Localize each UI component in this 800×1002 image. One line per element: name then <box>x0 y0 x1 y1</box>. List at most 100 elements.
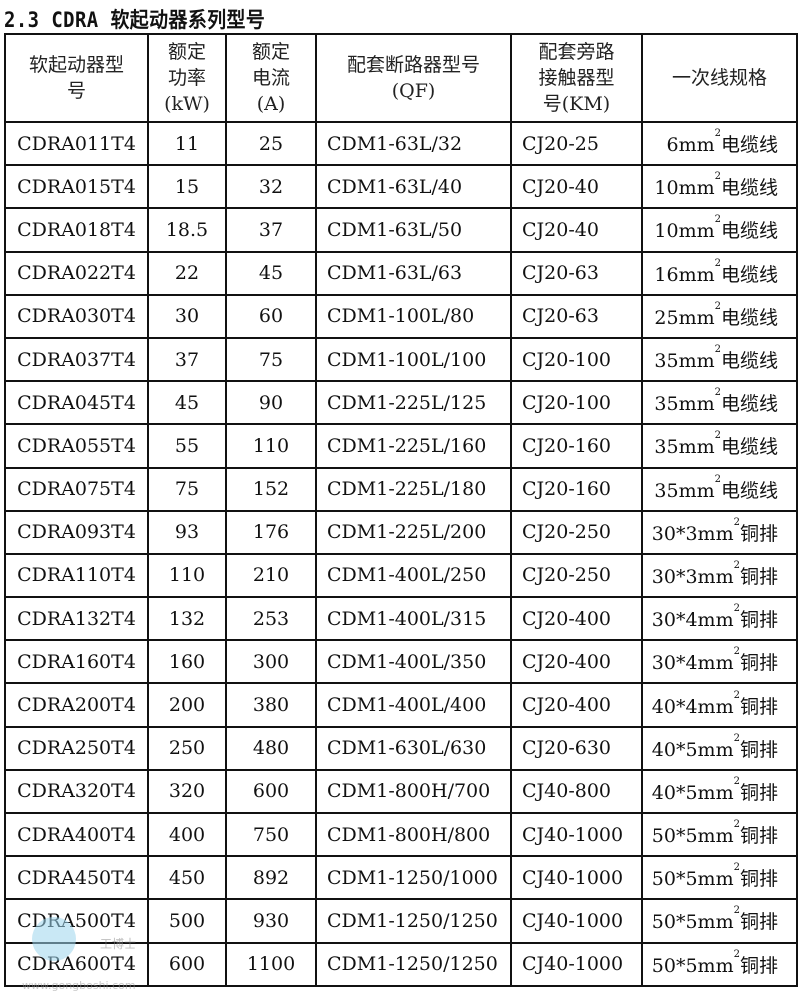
cable-size: 30*4mm <box>651 652 734 675</box>
header-text: 功率 <box>167 67 206 89</box>
header-text: (QF) <box>391 80 436 102</box>
power-cell: 600 <box>147 941 227 987</box>
model-cell: CDRA600T4 <box>4 941 149 987</box>
power-cell: 15 <box>147 164 227 210</box>
cable-unit-exponent: 2 <box>733 516 740 528</box>
cable-size: 35mm <box>654 479 715 502</box>
cable-size: 6mm <box>666 134 715 157</box>
cable-cell: 35mm2电缆线 <box>641 423 798 469</box>
cable-kind: 铜排 <box>739 738 778 761</box>
breaker-cell: CDM1-63L/50 <box>315 207 512 253</box>
cable-size: 30*4mm <box>651 609 734 632</box>
cable-size: 35mm <box>654 436 715 459</box>
contactor-cell: CJ40-1000 <box>510 855 643 901</box>
header-text: 额定 <box>167 41 206 63</box>
cable-kind: 电缆线 <box>720 134 778 157</box>
power-cell: 22 <box>147 250 227 296</box>
table-row: CDRA022T4 22 45 CDM1-63L/63 CJ20-63 16mm2电缆线 <box>4 250 798 296</box>
model-cell: CDRA075T4 <box>4 466 149 512</box>
breaker-cell: CDM1-63L/40 <box>315 164 512 210</box>
cable-unit-exponent: 2 <box>714 300 721 312</box>
cable-unit-exponent: 2 <box>733 905 740 917</box>
cable-cell: 35mm2电缆线 <box>641 380 798 426</box>
header-text: 号 <box>66 80 86 102</box>
cable-kind: 电缆线 <box>720 350 778 373</box>
table-row: CDRA200T4 200 380 CDM1-400L/400 CJ20-400 40*4… <box>4 682 798 728</box>
cable-kind: 铜排 <box>739 911 778 934</box>
section-title: 2.3 CDRA 软起动器系列型号 <box>4 8 266 32</box>
current-cell: 45 <box>225 250 317 296</box>
breaker-cell: CDM1-800H/800 <box>315 811 512 858</box>
power-cell: 450 <box>147 855 227 901</box>
model-cell: CDRA110T4 <box>4 552 149 599</box>
current-cell: 480 <box>225 725 317 771</box>
cable-kind: 铜排 <box>739 954 778 977</box>
table-row: CDRA030T4 30 60 CDM1-100L/80 CJ20-63 25mm2电缆线 <box>4 293 798 339</box>
table-row: CDRA011T4 11 25 CDM1-63L/32 CJ20-25 6mm2电缆线 <box>4 120 798 167</box>
breaker-cell: CDM1-400L/250 <box>315 552 512 599</box>
cable-kind: 电缆线 <box>720 436 778 459</box>
cable-unit-exponent: 2 <box>733 646 740 658</box>
power-cell: 500 <box>147 898 227 944</box>
cable-cell: 35mm2电缆线 <box>641 466 798 512</box>
contactor-cell: CJ20-400 <box>510 596 643 642</box>
model-cell: CDRA093T4 <box>4 509 149 555</box>
cable-kind: 电缆线 <box>720 177 778 200</box>
table-row: CDRA055T4 55 110 CDM1-225L/160 CJ20-160 35mm2… <box>4 423 798 469</box>
cable-cell: 10mm2电缆线 <box>641 207 798 253</box>
cable-kind: 铜排 <box>739 695 778 718</box>
cable-kind: 电缆线 <box>720 306 778 329</box>
breaker-cell: CDM1-225L/125 <box>315 380 512 426</box>
contactor-cell: CJ20-63 <box>510 250 643 296</box>
contactor-cell: CJ20-160 <box>510 466 643 512</box>
contactor-cell: CJ20-160 <box>510 423 643 469</box>
current-cell: 75 <box>225 336 317 383</box>
cable-size: 35mm <box>654 393 715 416</box>
current-cell: 930 <box>225 898 317 944</box>
model-cell: CDRA011T4 <box>4 120 149 167</box>
power-cell: 11 <box>147 120 227 167</box>
cable-kind: 铜排 <box>739 781 778 804</box>
model-table: 软起动器型号额定 功率 (kW) 额定 电流 (A) 配套断路器型号 (QF) 配套旁路 接触器型… <box>4 33 798 987</box>
cable-kind: 电缆线 <box>720 479 778 502</box>
cable-unit-exponent: 2 <box>733 689 740 701</box>
cable-kind: 铜排 <box>739 868 778 891</box>
model-cell: CDRA055T4 <box>4 423 149 469</box>
breaker-cell: CDM1-400L/350 <box>315 639 512 685</box>
table-row: CDRA018T4 18.5 37 CDM1-63L/50 CJ20-40 10mm2电缆… <box>4 207 798 253</box>
cable-unit-exponent: 2 <box>733 862 740 874</box>
header-text: 软起动器型 <box>28 54 124 76</box>
contactor-cell: CJ20-40 <box>510 207 643 253</box>
cable-kind: 铜排 <box>739 652 778 675</box>
power-cell: 400 <box>147 811 227 858</box>
cable-unit-exponent: 2 <box>733 775 740 787</box>
power-cell: 320 <box>147 768 227 815</box>
power-cell: 132 <box>147 596 227 642</box>
cable-size: 30*3mm <box>651 565 734 588</box>
power-cell: 45 <box>147 380 227 426</box>
cable-kind: 电缆线 <box>720 263 778 286</box>
cable-size: 40*5mm <box>651 738 734 761</box>
contactor-cell: CJ20-100 <box>510 380 643 426</box>
cable-unit-exponent: 2 <box>714 171 721 183</box>
table-row: CDRA250T4 250 480 CDM1-630L/630 CJ20-630 40*5… <box>4 725 798 771</box>
table-row: CDRA075T4 75 152 CDM1-225L/180 CJ20-160 35mm2… <box>4 466 798 512</box>
cable-unit-exponent: 2 <box>714 430 721 442</box>
power-cell: 200 <box>147 682 227 728</box>
breaker-cell: CDM1-630L/630 <box>315 725 512 771</box>
cable-kind: 电缆线 <box>720 220 778 243</box>
cable-unit-exponent: 2 <box>733 948 740 960</box>
cable-size: 10mm <box>654 177 715 200</box>
model-cell: CDRA018T4 <box>4 207 149 253</box>
cable-size: 16mm <box>654 263 715 286</box>
model-cell: CDRA015T4 <box>4 164 149 210</box>
contactor-cell: CJ40-1000 <box>510 941 643 987</box>
table-row: CDRA450T4 450 892 CDM1-1250/1000 CJ40-1000 50… <box>4 855 798 901</box>
cable-cell: 50*5mm2铜排 <box>641 855 798 901</box>
cable-cell: 30*4mm2铜排 <box>641 639 798 685</box>
column-header: 额定 功率 (kW) <box>147 33 227 123</box>
current-cell: 1100 <box>225 941 317 987</box>
column-header: 配套断路器型号 (QF) <box>315 33 512 123</box>
breaker-cell: CDM1-225L/160 <box>315 423 512 469</box>
power-cell: 110 <box>147 552 227 599</box>
